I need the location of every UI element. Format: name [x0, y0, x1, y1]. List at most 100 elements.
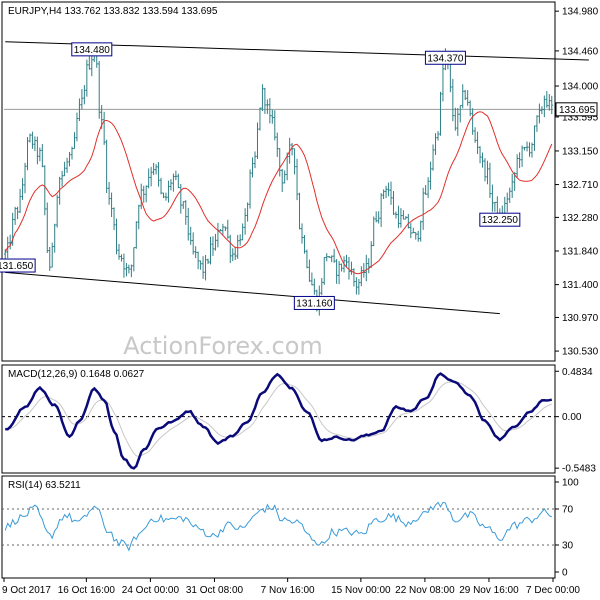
price-bar [412, 227, 415, 234]
rsi-tick-label: 0 [562, 568, 568, 579]
price-bar [85, 59, 89, 97]
price-bar [407, 213, 410, 229]
price-bar [459, 105, 462, 123]
price-bar [461, 84, 464, 109]
macd-tick-label: 0.00 [562, 412, 582, 423]
price-bar [347, 256, 351, 280]
price-bar [154, 164, 158, 175]
price-bar [13, 206, 17, 225]
price-bar [441, 61, 445, 102]
price-bar [194, 246, 197, 259]
price-bar [372, 216, 375, 247]
price-bar [216, 222, 220, 248]
price-bar [323, 256, 326, 285]
price-bar [107, 182, 111, 205]
macd-line [5, 372, 553, 470]
price-bar [162, 192, 165, 199]
price-bar [466, 90, 469, 106]
price-bar [355, 277, 358, 295]
price-annotation: 131.650 [0, 258, 36, 273]
price-bar [36, 136, 39, 165]
price-bar [234, 246, 237, 261]
price-bar [159, 177, 163, 195]
macd-pane-title: MACD(12,26,9) 0.1648 0.0627 [8, 369, 145, 380]
price-bar [278, 148, 281, 177]
price-bars [4, 44, 553, 316]
price-bar [506, 192, 509, 213]
price-tick-label: 130.970 [562, 313, 599, 324]
price-bar [365, 254, 368, 282]
price-bar [360, 266, 363, 287]
price-bar [340, 263, 343, 272]
price-tick-label: 134.980 [562, 7, 599, 18]
price-bar [268, 98, 272, 124]
price-annotation: 134.480 [71, 42, 113, 57]
svg-text:133.695: 133.695 [559, 105, 596, 116]
price-bar [520, 145, 524, 167]
price-bar [332, 248, 336, 263]
price-bar [298, 192, 301, 230]
price-bar [105, 139, 108, 194]
price-bar [132, 247, 136, 272]
price-bar [404, 216, 408, 220]
time-tick-label: 7 Nov 16:00 [261, 585, 315, 596]
price-bar [543, 95, 546, 118]
macd-signal-line [5, 381, 553, 458]
price-bar [204, 254, 207, 281]
price-tick-label: 134.460 [562, 46, 599, 57]
watermark: ActionForex.com [123, 332, 323, 360]
price-bar [177, 173, 180, 189]
price-bar [419, 220, 422, 242]
price-bar [510, 173, 514, 198]
price-annotations: 134.480 134.370 132.250 131.650 131.160 [0, 42, 521, 310]
price-bar [434, 133, 437, 155]
price-annotation: 132.250 [479, 212, 521, 227]
price-bar [491, 184, 494, 212]
price-bar [431, 144, 435, 171]
price-bar [243, 208, 247, 235]
time-axis: 9 Oct 2017 16 Oct 16:00 24 Oct 00:00 31 Oct… [2, 578, 580, 596]
price-bar [184, 200, 187, 225]
price-bar [303, 235, 306, 254]
price-bar [273, 110, 276, 141]
price-bar [471, 108, 474, 135]
price-bar [115, 218, 118, 255]
price-bar [486, 160, 489, 185]
price-annotation: 134.370 [424, 50, 466, 65]
macd-tick-label: 0.4834 [562, 367, 593, 378]
price-bar [362, 263, 366, 278]
price-bar [337, 261, 341, 285]
price-bar [172, 173, 175, 192]
price-bar [357, 278, 361, 295]
price-bar [483, 158, 487, 182]
price-bar [144, 185, 148, 203]
price-bar [266, 99, 269, 114]
price-bar [478, 146, 482, 164]
svg-text:134.480: 134.480 [74, 45, 111, 56]
price-bar [538, 103, 541, 124]
price-bar [43, 165, 47, 216]
price-bar [51, 242, 54, 268]
price-bar [191, 232, 195, 255]
price-bar [350, 261, 353, 275]
price-bar [253, 151, 257, 169]
price-bar [473, 127, 477, 143]
price-bar [63, 161, 66, 177]
price-bar [409, 223, 413, 239]
price-bar [31, 131, 34, 149]
price-bar [102, 111, 106, 145]
price-bar [488, 162, 492, 198]
price-pane-title: EURJPY,H4 133.762 133.832 133.594 133.69… [8, 6, 218, 17]
price-bar [468, 100, 472, 117]
price-bar [112, 207, 116, 231]
price-bar [23, 162, 27, 194]
price-tick-label: 133.150 [562, 146, 599, 157]
price-bar [402, 210, 405, 220]
price-bar [426, 177, 430, 199]
current-price-label: 133.695 [555, 102, 598, 117]
price-bar [421, 187, 425, 230]
price-bar [276, 132, 279, 157]
price-bar [179, 184, 183, 214]
price-bar [122, 253, 126, 278]
